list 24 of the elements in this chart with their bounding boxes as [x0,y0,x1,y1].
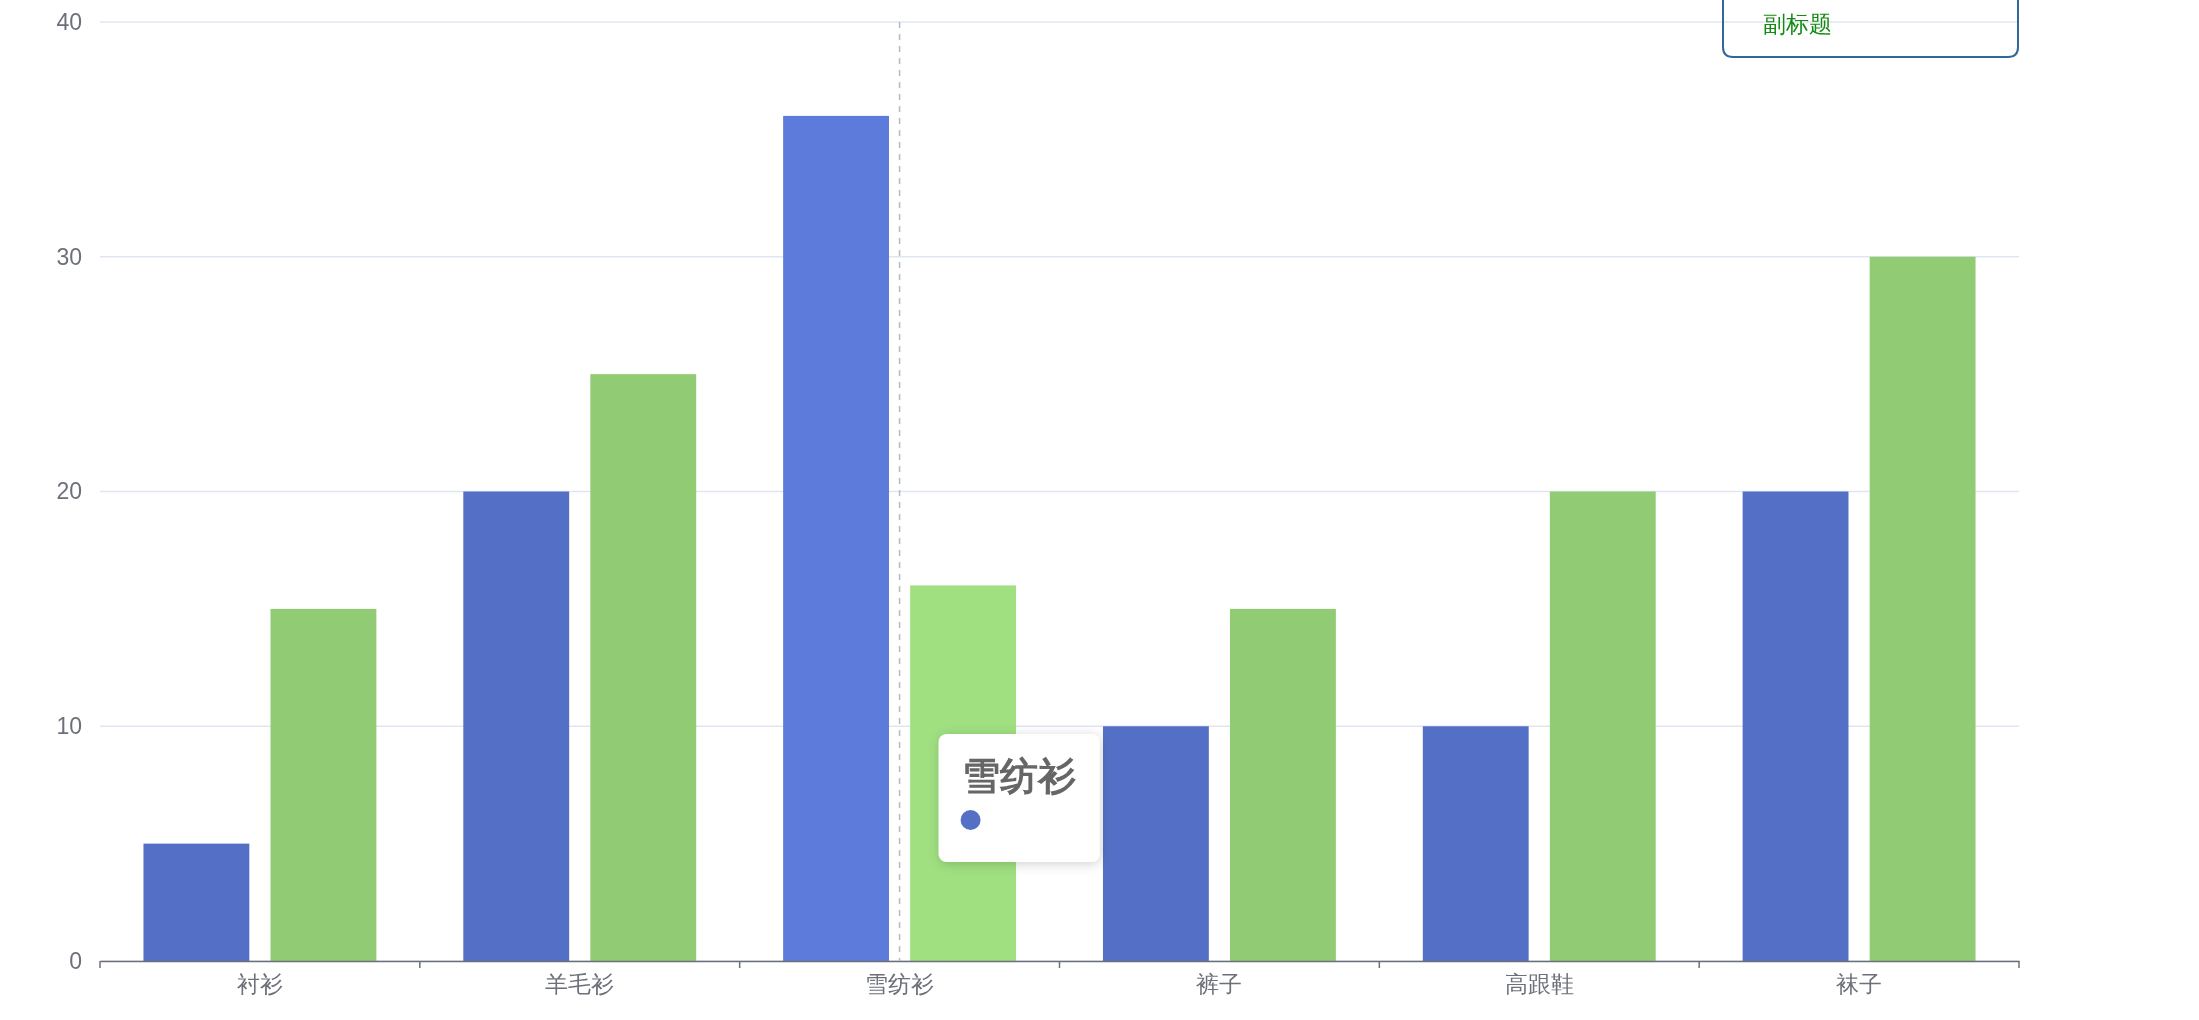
y-tick-label: 30 [56,243,82,270]
bar [1869,256,1976,961]
x-tick-label: 羊毛衫 [545,971,615,998]
bar [590,374,697,961]
bar [1102,726,1209,961]
bar [143,843,250,961]
bar [1742,491,1849,961]
bar [783,115,889,961]
x-tick-label: 袜子 [1836,971,1883,998]
bar [1230,608,1336,961]
x-tick-label: 衬衫 [236,971,283,998]
bar [1549,491,1656,961]
bar [270,608,377,961]
y-tick-label: 40 [56,8,82,35]
chart-subtitle: 副标题 [1763,10,1832,37]
x-tick-label: 高跟鞋 [1504,971,1574,998]
y-tick-label: 10 [56,713,82,740]
bar [463,491,570,961]
bar [1422,726,1529,961]
y-tick-label: 20 [56,478,82,505]
x-tick-label: 雪纺衫 [865,971,935,998]
x-tick-label: 裤子 [1196,971,1243,998]
y-tick-label: 0 [69,947,82,974]
annotation: 雪纺衫 [961,753,1076,798]
